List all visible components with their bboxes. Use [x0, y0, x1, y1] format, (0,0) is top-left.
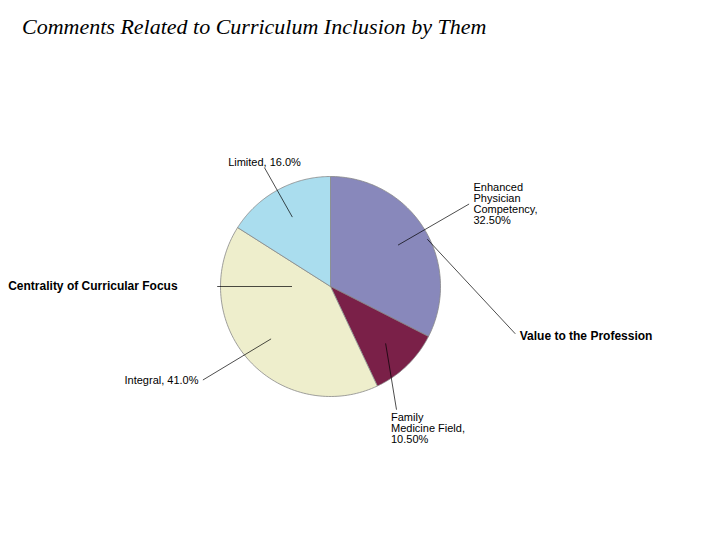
html-text:Comments Related to Curriculum: Comments Related to Curriculum Inclusion…: [22, 14, 487, 39]
svg-text:Integral, 41.0%: Integral, 41.0%: [125, 374, 199, 386]
svg-text:Value to the Profession: Value to the Profession: [520, 329, 653, 343]
svg-text:EnhancedPhysicianCompetency,32: EnhancedPhysicianCompetency,32.50%: [474, 181, 538, 226]
svg-text:Centrality of Curricular Focus: Centrality of Curricular Focus: [8, 279, 178, 293]
svg-text:FamilyMedicine Field,10.50%: FamilyMedicine Field,10.50%: [391, 411, 465, 445]
svg-text:Limited, 16.0%: Limited, 16.0%: [228, 156, 301, 168]
